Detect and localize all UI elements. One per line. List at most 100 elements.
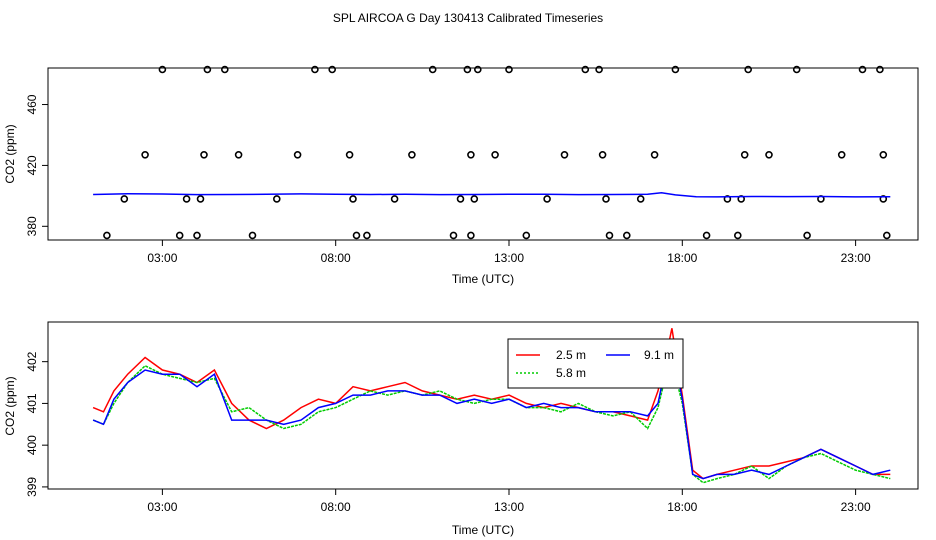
calibration-marker bbox=[408, 151, 416, 159]
bottom-x-axis: 03:00 08:00 13:00 18:00 23:00 bbox=[147, 489, 871, 514]
calibration-marker bbox=[272, 195, 281, 203]
calibration-marker bbox=[175, 231, 184, 240]
calibration-marker bbox=[328, 65, 337, 74]
calibration-marker bbox=[702, 231, 711, 240]
calibration-marker bbox=[491, 151, 499, 159]
x-tick-label: 08:00 bbox=[321, 251, 351, 265]
x-tick-label: 13:00 bbox=[494, 500, 524, 514]
calibration-marker bbox=[879, 195, 888, 203]
y-tick-label: 380 bbox=[25, 216, 39, 236]
calibration-marker bbox=[581, 65, 590, 74]
calibration-marker bbox=[456, 195, 465, 203]
calibration-marker bbox=[221, 65, 229, 74]
calibration-marker bbox=[522, 231, 531, 240]
series-line-5-8-m bbox=[92, 359, 891, 484]
calibration-marker bbox=[595, 65, 603, 74]
calibration-marker bbox=[858, 65, 867, 74]
calibration-marker bbox=[349, 195, 357, 203]
calibration-marker bbox=[560, 151, 569, 159]
calibration-marker bbox=[792, 65, 801, 74]
calibration-marker bbox=[543, 195, 551, 203]
series-line-9-1-m bbox=[92, 344, 891, 480]
top-y-axis: 380 420 460 bbox=[25, 94, 48, 236]
calibration-marker bbox=[505, 65, 513, 74]
calibration-marker bbox=[428, 65, 437, 74]
calibration-marker bbox=[470, 195, 479, 203]
x-tick-label: 23:00 bbox=[841, 251, 871, 265]
legend: 2.5 m 5.8 m 9.1 m bbox=[507, 338, 684, 389]
y-tick-label: 399 bbox=[25, 477, 39, 497]
calibration-marker bbox=[196, 195, 205, 203]
legend-box bbox=[507, 338, 684, 389]
calibration-marker bbox=[345, 151, 354, 159]
calibration-marker bbox=[158, 65, 167, 74]
calibration-marker bbox=[449, 231, 458, 240]
y-tick-label: 402 bbox=[25, 351, 39, 371]
x-tick-label: 18:00 bbox=[667, 500, 697, 514]
y-tick-label: 400 bbox=[25, 435, 39, 455]
calibration-marker bbox=[882, 231, 891, 240]
calibration-marker bbox=[234, 151, 243, 159]
calibration-marker bbox=[879, 151, 888, 159]
calibration-marker bbox=[837, 151, 846, 159]
x-tick-label: 03:00 bbox=[147, 251, 177, 265]
x-tick-label: 18:00 bbox=[667, 251, 697, 265]
calibration-marker bbox=[248, 231, 257, 240]
bottom-series-lines bbox=[92, 328, 891, 484]
bottom-y-axis: 399 400 401 402 bbox=[25, 351, 48, 497]
legend-label-2-5m: 2.5 m bbox=[556, 348, 586, 362]
bottom-panel: 399 400 401 402 03:00 08:00 13:00 18:00 23:00 T… bbox=[3, 321, 919, 537]
calibration-marker bbox=[598, 151, 607, 159]
series-line-2-5-m bbox=[92, 328, 891, 480]
calibration-marker bbox=[103, 231, 111, 240]
calibration-marker bbox=[636, 195, 645, 203]
top-y-axis-label: CO2 (ppm) bbox=[3, 124, 17, 183]
calibration-marker bbox=[671, 65, 680, 74]
calibration-marker bbox=[141, 151, 149, 159]
calibration-marker bbox=[876, 65, 884, 74]
calibration-marker bbox=[765, 151, 773, 159]
calibration-marker bbox=[463, 65, 472, 74]
calibration-marker bbox=[293, 151, 302, 159]
calibration-marker bbox=[622, 231, 631, 240]
top-plot-frame bbox=[47, 67, 919, 241]
calibration-marker bbox=[744, 65, 753, 74]
calibration-marker bbox=[120, 195, 129, 203]
calibration-marker bbox=[740, 151, 749, 159]
calibration-marker bbox=[473, 65, 482, 74]
calibration-marker bbox=[352, 231, 361, 240]
calibration-marker bbox=[650, 151, 659, 159]
y-tick-label: 420 bbox=[25, 155, 39, 175]
x-tick-label: 23:00 bbox=[841, 500, 871, 514]
top-markers bbox=[103, 65, 891, 240]
calibration-marker bbox=[390, 195, 399, 203]
top-x-axis: 03:00 08:00 13:00 18:00 23:00 bbox=[147, 240, 871, 265]
legend-label-5-8m: 5.8 m bbox=[556, 366, 586, 380]
y-tick-label: 401 bbox=[25, 393, 39, 413]
bottom-x-axis-label: Time (UTC) bbox=[452, 523, 514, 537]
bottom-plot-frame bbox=[47, 321, 919, 490]
x-tick-label: 08:00 bbox=[321, 500, 351, 514]
x-tick-label: 13:00 bbox=[494, 251, 524, 265]
legend-label-9-1m: 9.1 m bbox=[644, 348, 674, 362]
bottom-y-axis-label: CO2 (ppm) bbox=[3, 376, 17, 435]
calibration-marker bbox=[723, 195, 732, 203]
calibration-marker bbox=[200, 151, 208, 159]
calibration-marker bbox=[467, 151, 475, 159]
calibration-marker bbox=[182, 195, 191, 203]
x-tick-label: 03:00 bbox=[147, 500, 177, 514]
calibration-marker bbox=[193, 231, 201, 240]
chart-title: SPL AIRCOA G Day 130413 Calibrated Times… bbox=[333, 11, 603, 25]
calibration-marker bbox=[311, 65, 319, 74]
calibration-marker bbox=[602, 195, 610, 203]
calibration-marker bbox=[363, 231, 371, 240]
top-panel: 380 420 460 03:00 08:00 13:00 18:00 23:00 Time… bbox=[3, 65, 919, 286]
calibration-marker bbox=[467, 231, 475, 240]
calibration-marker bbox=[203, 65, 212, 74]
top-co2-line bbox=[93, 191, 891, 198]
calibration-marker bbox=[733, 231, 742, 240]
y-tick-label: 460 bbox=[25, 94, 39, 114]
calibration-marker bbox=[803, 231, 811, 240]
top-x-axis-label: Time (UTC) bbox=[452, 272, 514, 286]
